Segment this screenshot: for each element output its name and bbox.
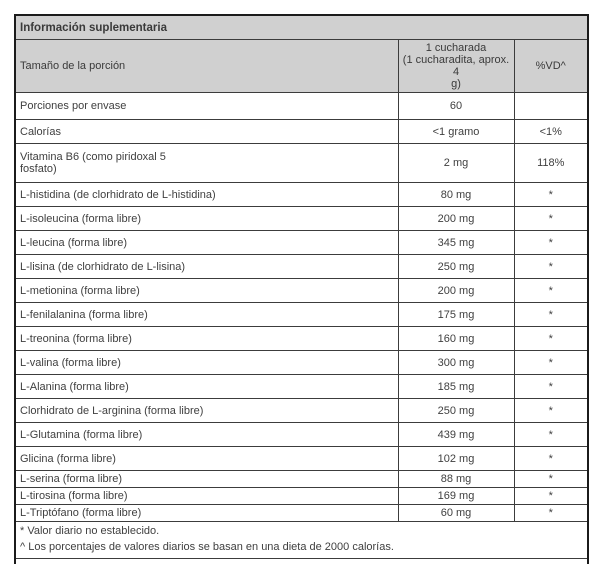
table-row-l-treonina: L-treonina (forma libre) 160 mg * (14, 326, 589, 351)
row-dv: * (513, 230, 589, 255)
row-amount: 300 mg (397, 350, 515, 375)
row-amount: <1 gramo (397, 119, 515, 144)
table-title: Información suplementaria (14, 14, 589, 40)
row-label: L-isoleucina (forma libre) (14, 206, 399, 231)
table-row-l-isoleucina: L-isoleucina (forma libre) 200 mg * (14, 206, 589, 231)
table-row-vitamin-b6: Vitamina B6 (como piridoxal 5 fosfato) 2… (14, 143, 589, 183)
footnote-dv-not-established: * Valor diario no establecido. (20, 525, 160, 537)
row-amount: 250 mg (397, 254, 515, 279)
row-dv: * (513, 504, 589, 522)
row-amount: 80 mg (397, 182, 515, 207)
row-amount: 200 mg (397, 278, 515, 303)
row-label: L-Triptófano (forma libre) (14, 504, 399, 522)
row-dv: * (513, 398, 589, 423)
row-amount: 169 mg (397, 487, 515, 505)
table-row-calories: Calorías <1 gramo <1% (14, 119, 589, 144)
table-row-l-metionina: L-metionina (forma libre) 200 mg * (14, 278, 589, 303)
row-dv: 118% (513, 143, 589, 183)
table-row-l-histidina: L-histidina (de clorhidrato de L-histidi… (14, 182, 589, 207)
column-header-amount: 1 cucharada (1 cucharadita, aprox. 4 g) (397, 39, 515, 93)
table-title-row: Información suplementaria (14, 14, 589, 40)
row-dv: * (513, 470, 589, 488)
table-row-l-fenilalanina: L-fenilalanina (forma libre) 175 mg * (14, 302, 589, 327)
row-dv: * (513, 487, 589, 505)
row-dv: * (513, 254, 589, 279)
table-row-clorhidrato-l-arginina: Clorhidrato de L-arginina (forma libre) … (14, 398, 589, 423)
row-dv: * (513, 350, 589, 375)
other-ingredients-cell: Otros ingredientes: sabores naturales de… (14, 557, 589, 564)
row-label: Calorías (14, 119, 399, 144)
row-label: L-leucina (forma libre) (14, 230, 399, 255)
row-dv: * (513, 278, 589, 303)
row-amount: 250 mg (397, 398, 515, 423)
table-row-l-alanina: L-Alanina (forma libre) 185 mg * (14, 374, 589, 399)
table-row-l-triptofano: L-Triptófano (forma libre) 60 mg * (14, 504, 589, 522)
row-amount: 88 mg (397, 470, 515, 488)
row-amount: 60 (397, 92, 515, 120)
row-amount: 175 mg (397, 302, 515, 327)
table-row-l-leucina: L-leucina (forma libre) 345 mg * (14, 230, 589, 255)
row-label: L-lisina (de clorhidrato de L-lisina) (14, 254, 399, 279)
table-row-l-lisina: L-lisina (de clorhidrato de L-lisina) 25… (14, 254, 589, 279)
table-row-l-glutamina: L-Glutamina (forma libre) 439 mg * (14, 422, 589, 447)
other-ingredients-label: Otros ingredientes: (20, 563, 121, 564)
row-amount: 60 mg (397, 504, 515, 522)
row-label: Porciones por envase (14, 92, 399, 120)
row-amount: 185 mg (397, 374, 515, 399)
row-amount: 439 mg (397, 422, 515, 447)
row-dv: * (513, 302, 589, 327)
supplement-facts-table: Información suplementaria Tamaño de la p… (14, 14, 589, 564)
row-label: L-Alanina (forma libre) (14, 374, 399, 399)
row-amount: 345 mg (397, 230, 515, 255)
footnotes-cell: * Valor diario no establecido. ^ Los por… (14, 521, 589, 559)
footnote-dv-basis: ^ Los porcentajes de valores diarios se … (20, 540, 394, 553)
row-label: L-serina (forma libre) (14, 470, 399, 488)
other-ingredients-row: Otros ingredientes: sabores naturales de… (14, 557, 589, 564)
row-amount: 2 mg (397, 143, 515, 183)
table-row-glicina: Glicina (forma libre) 102 mg * (14, 446, 589, 471)
row-label: L-histidina (de clorhidrato de L-histidi… (14, 182, 399, 207)
row-dv: * (513, 206, 589, 231)
footnotes-row: * Valor diario no establecido. ^ Los por… (14, 521, 589, 559)
column-header-serving-size: Tamaño de la porción (14, 39, 399, 93)
row-dv: * (513, 182, 589, 207)
row-label: L-valina (forma libre) (14, 350, 399, 375)
row-label: L-Glutamina (forma libre) (14, 422, 399, 447)
column-header-percent-dv: %VD^ (513, 39, 589, 93)
row-amount: 200 mg (397, 206, 515, 231)
other-ingredients-text: sabores naturales de vainilla, fresa y l… (20, 563, 558, 564)
row-label: L-treonina (forma libre) (14, 326, 399, 351)
row-amount: 102 mg (397, 446, 515, 471)
row-label: L-fenilalanina (forma libre) (14, 302, 399, 327)
row-label: Clorhidrato de L-arginina (forma libre) (14, 398, 399, 423)
row-dv (513, 92, 589, 120)
table-row-l-valina: L-valina (forma libre) 300 mg * (14, 350, 589, 375)
table-row-l-serina: L-serina (forma libre) 88 mg * (14, 470, 589, 488)
row-label: L-tirosina (forma libre) (14, 487, 399, 505)
row-label: Vitamina B6 (como piridoxal 5 fosfato) (14, 143, 399, 183)
table-row-l-tirosina: L-tirosina (forma libre) 169 mg * (14, 487, 589, 505)
row-dv: * (513, 422, 589, 447)
row-dv: * (513, 326, 589, 351)
table-row-servings-per-container: Porciones por envase 60 (14, 92, 589, 120)
row-dv: * (513, 374, 589, 399)
row-label: Glicina (forma libre) (14, 446, 399, 471)
table-header-row: Tamaño de la porción 1 cucharada (1 cuch… (14, 39, 589, 93)
row-label: L-metionina (forma libre) (14, 278, 399, 303)
row-dv: * (513, 446, 589, 471)
row-amount: 160 mg (397, 326, 515, 351)
row-dv: <1% (513, 119, 589, 144)
